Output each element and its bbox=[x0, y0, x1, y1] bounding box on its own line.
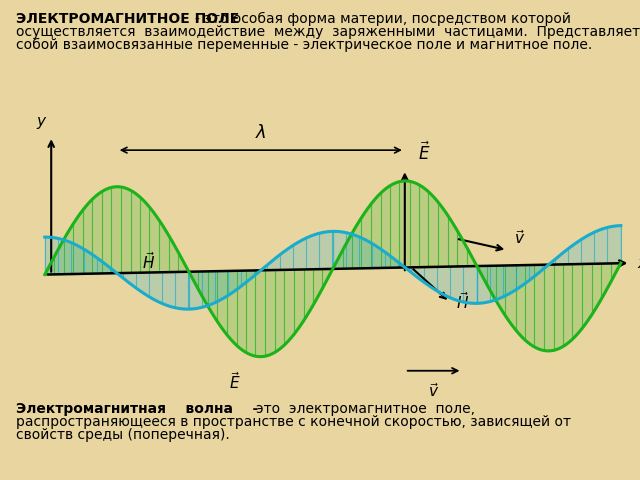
Text: $\lambda$: $\lambda$ bbox=[255, 123, 267, 142]
Text: $\vec{v}$: $\vec{v}$ bbox=[428, 382, 439, 400]
Text: собой взаимосвязанные переменные - электрическое поле и магнитное поле.: собой взаимосвязанные переменные - элект… bbox=[16, 38, 592, 52]
Text: $\vec{H}$: $\vec{H}$ bbox=[456, 291, 469, 312]
Text: это  электромагнитное  поле,: это электромагнитное поле, bbox=[256, 402, 475, 416]
Text: $\vec{E}$: $\vec{E}$ bbox=[417, 141, 430, 164]
Text: свойств среды (поперечная).: свойств среды (поперечная). bbox=[16, 428, 230, 442]
Text: $y$: $y$ bbox=[36, 115, 47, 131]
Text: $x$: $x$ bbox=[637, 255, 640, 271]
Text: $\vec{H}$: $\vec{H}$ bbox=[143, 252, 156, 272]
Text: ЭЛЕКТРОМАГНИТНОЕ ПОЛЕ: ЭЛЕКТРОМАГНИТНОЕ ПОЛЕ bbox=[16, 12, 239, 26]
Text: распространяющееся в пространстве с конечной скоростью, зависящей от: распространяющееся в пространстве с коне… bbox=[16, 415, 571, 429]
Text: осуществляется  взаимодействие  между  заряженными  частицами.  Представляет: осуществляется взаимодействие между заря… bbox=[16, 25, 640, 39]
Text: $\vec{v}$: $\vec{v}$ bbox=[513, 229, 525, 247]
Text: - это особая форма материи, посредством которой: - это особая форма материи, посредством … bbox=[195, 12, 572, 26]
Text: Электромагнитная    волна    -: Электромагнитная волна - bbox=[16, 402, 259, 416]
Text: $\vec{E}$: $\vec{E}$ bbox=[229, 371, 241, 392]
